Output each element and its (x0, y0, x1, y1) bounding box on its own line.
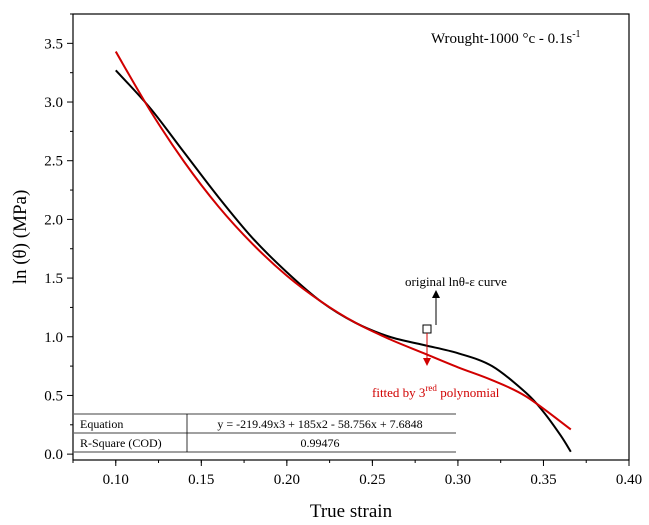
x-tick-label: 0.20 (274, 472, 300, 488)
annotation-original-arrowhead (432, 290, 440, 298)
x-tick-label: 0.10 (103, 472, 129, 488)
y-tick-label: 0.0 (44, 447, 63, 463)
series-line-original (115, 69, 572, 453)
fit-table-equation: y = -219.49x3 + 185x2 - 58.756x + 7.6848 (217, 417, 422, 431)
x-tick-label: 0.30 (445, 472, 471, 488)
chart-title-main: Wrought-1000 °c - 0.1s (431, 31, 572, 47)
y-tick-label: 1.0 (44, 330, 63, 346)
plot-frame (72, 13, 630, 461)
y-tick-label: 3.0 (44, 95, 63, 111)
annotation-fitted-arrowhead (423, 358, 431, 366)
y-tick-label: 3.5 (44, 36, 63, 52)
x-tick-label: 0.35 (530, 472, 556, 488)
x-axis-title: True strain (310, 501, 393, 522)
y-tick-label: 1.5 (44, 271, 63, 287)
fit-table-rsquare-label: R-Square (COD) (80, 436, 162, 450)
annotation-fitted-text: fitted by 3 (372, 385, 425, 400)
x-tick-label: 0.15 (188, 472, 214, 488)
fit-table-rsquare: 0.99476 (301, 436, 340, 450)
chart-title-superscript: -1 (572, 29, 580, 40)
y-tick-label: 2.0 (44, 212, 63, 228)
y-axis-title: ln (θ) (MPa) (10, 190, 31, 285)
y-axis-ticks: 0.0 0.5 1.0 1.5 2.0 2.5 3.0 3.5 (44, 13, 73, 463)
series-line-fitted (114, 51, 572, 431)
annotation-original: original lnθ-ε curve (405, 274, 507, 289)
x-tick-label: 0.40 (616, 472, 642, 488)
chart-title: Wrought-1000 °c - 0.1s-1 (431, 29, 581, 47)
curve-marker-square (422, 324, 432, 334)
annotation-fitted-text-after: polynomial (437, 385, 500, 400)
x-tick-label: 0.25 (359, 472, 385, 488)
y-tick-label: 0.5 (44, 388, 63, 404)
fit-table-equation-label: Equation (80, 417, 123, 431)
x-axis-ticks: 0.10 0.15 0.20 0.25 0.30 0.35 0.40 (72, 460, 642, 488)
annotation-fitted-superscript: red (425, 383, 437, 393)
annotation-fitted: fitted by 3red polynomial (372, 383, 500, 400)
y-tick-label: 2.5 (44, 154, 63, 170)
fit-table: Equation y = -219.49x3 + 185x2 - 58.756x… (74, 413, 456, 453)
